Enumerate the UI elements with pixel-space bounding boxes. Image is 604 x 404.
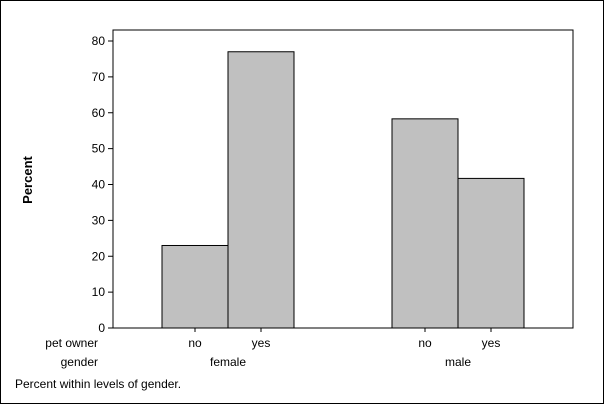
bar-male-no [391, 118, 459, 329]
y-tick-label: 30 [92, 213, 106, 227]
y-tick-label: 20 [92, 249, 106, 263]
x-category-label: no [188, 336, 202, 350]
y-tick-label: 50 [92, 142, 106, 156]
x-group-label-female: female [210, 355, 246, 369]
y-axis: 0 10 20 30 40 50 60 70 80 [92, 34, 113, 335]
bar-female-yes [227, 51, 295, 329]
y-axis-label: Percent [20, 155, 35, 203]
y-tick-label: 80 [92, 34, 106, 48]
plot-area [112, 29, 574, 329]
y-tick-label: 40 [92, 178, 106, 192]
y-tick-label: 70 [92, 70, 106, 84]
bar-female-no [161, 244, 229, 329]
x-category-label: no [418, 336, 432, 350]
y-tick-label: 60 [92, 106, 106, 120]
row-label-gender: gender [61, 355, 98, 369]
bar-male-yes [457, 177, 525, 329]
y-tick-label: 0 [98, 321, 105, 335]
y-tick-label: 10 [92, 285, 106, 299]
bars [161, 51, 525, 329]
x-group-label-male: male [445, 355, 471, 369]
footnote: Percent within levels of gender. [15, 377, 181, 391]
x-category-label: yes [252, 336, 271, 350]
x-category-label: yes [482, 336, 501, 350]
row-label-pet-owner: pet owner [45, 336, 98, 350]
